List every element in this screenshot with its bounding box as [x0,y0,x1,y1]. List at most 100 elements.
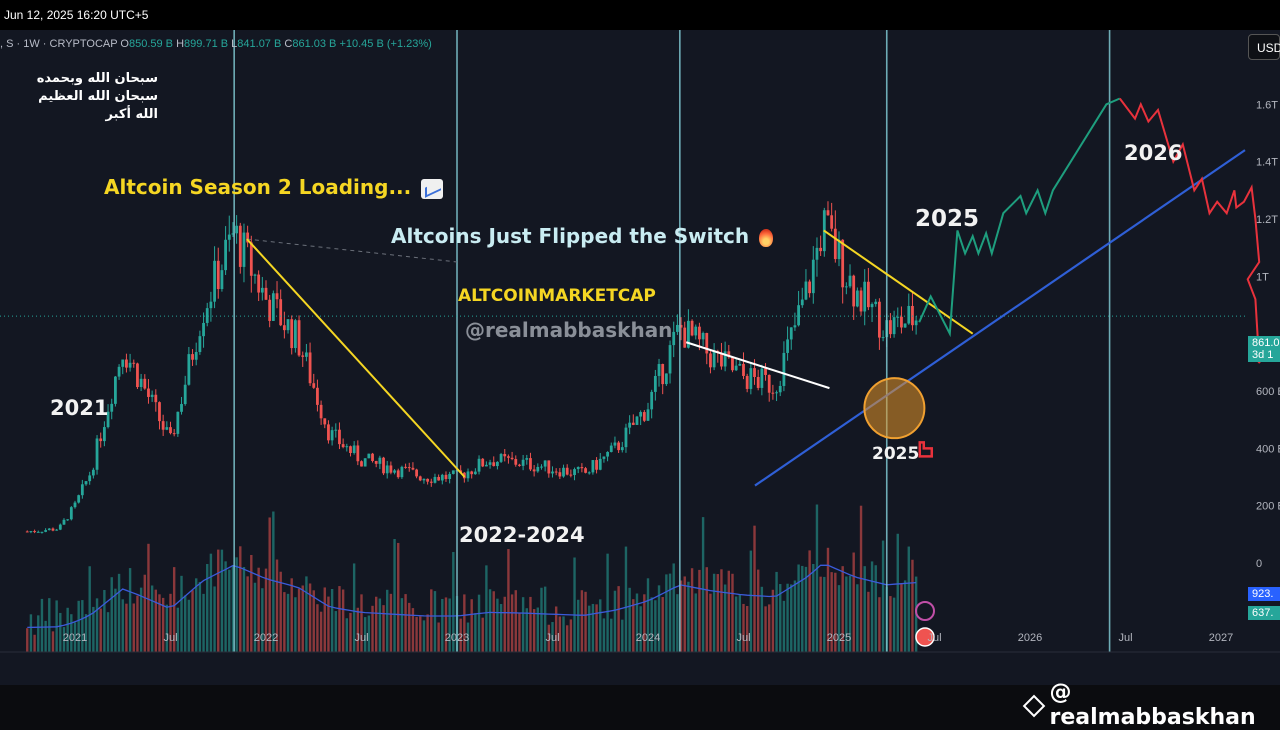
volume-bar [441,599,443,652]
candle-body [88,475,91,481]
candle-body [44,530,47,532]
candle-body [96,438,99,469]
volume-bar [687,582,689,652]
volume-bar [875,565,877,652]
candle-body [268,300,271,321]
candle-body [353,445,356,453]
currency-button[interactable]: USD [1248,34,1280,60]
candle-body [334,430,337,431]
candle-body [265,288,268,300]
candle-body [749,368,752,389]
candle-body [37,532,40,533]
candle-body [544,460,547,466]
volume-bar [573,557,575,652]
last-price: 861.03 [1252,337,1276,349]
candle-body [210,302,213,308]
volume-bar [430,589,432,652]
candle-body [771,393,774,394]
y-tick-label: 200 B [1256,501,1280,513]
watermark-text: @ realmabbaskhan [1050,680,1280,730]
volume-bar [357,608,359,652]
volume-bar [191,590,193,652]
candle-body [764,369,767,375]
candle-body [720,353,723,367]
candle-body [154,395,157,402]
candle-body [856,291,859,307]
candle-body [448,474,451,479]
candle-body [202,323,205,336]
high-value: 899.71 B [184,38,228,50]
candle-body [279,299,282,325]
candle-body [430,482,433,483]
volume-bar [221,550,223,652]
volume-bar [603,618,605,652]
candle-body [709,353,712,367]
x-tick-label: Jul [163,632,177,644]
candle-body [198,336,201,352]
candle-body [195,352,198,360]
candle-body [342,444,345,447]
candle-body [349,446,352,453]
candle-body [151,395,154,397]
symbol-label: , S · 1W · CRYPTOCAP [0,38,117,50]
candle-body [290,319,293,348]
y-tick-label: 1.2T [1256,214,1278,226]
candle-body [606,452,609,457]
candle-body [48,529,51,531]
candle-body [841,240,844,287]
volume-bar [823,577,825,652]
candle-body [132,363,135,364]
marketcap-label: ALTCOINMARKETCAP [458,286,656,306]
candle-body [569,475,572,476]
x-tick-label: 2022 [254,632,278,644]
volume-bar [349,613,351,652]
candle-body [867,282,870,307]
volume-bar [419,616,421,652]
candle-body [665,373,668,384]
volume-bar [122,599,124,652]
volume-bar [665,574,667,652]
candle-body [533,469,536,471]
low-value: 841.07 B [237,38,281,50]
candle-body [860,291,863,312]
volume-bar [103,590,105,652]
candle-body [871,304,874,307]
volume-bar [724,585,726,652]
candle-body [165,427,168,430]
candle-body [114,377,117,404]
volume-bar [595,604,597,652]
volume-bar [298,589,300,652]
candle-body [243,233,246,267]
volume-bar [415,617,417,652]
volume-bar [893,598,895,652]
volume-bar [320,612,322,652]
x-tick-label: Jul [927,632,941,644]
volume-bar [375,597,377,652]
candle-body [775,392,778,393]
flipped-annotation: Altcoins Just Flipped the Switch [391,224,773,248]
volume-bar [808,550,810,652]
y-tick-label: 600 B [1256,386,1280,398]
candle-body [272,293,275,321]
candle-body [845,286,848,287]
candle-body [345,446,348,447]
volume-bar [500,604,502,652]
candle-body [647,409,650,420]
candle-body [217,261,220,289]
volume-bar [610,619,612,652]
volume-bar [114,589,116,652]
volume-bar [26,628,28,652]
volume-bar [239,546,241,652]
candle-body [121,360,124,367]
volume-bar [522,597,524,652]
candle-body [401,467,404,477]
candle-body [496,462,499,466]
volume-bar [911,560,913,652]
volume-bar [889,596,891,652]
volume-bar [316,604,318,652]
volume-bar [757,570,759,652]
volume-bar [867,592,869,652]
candle-body [555,472,558,473]
